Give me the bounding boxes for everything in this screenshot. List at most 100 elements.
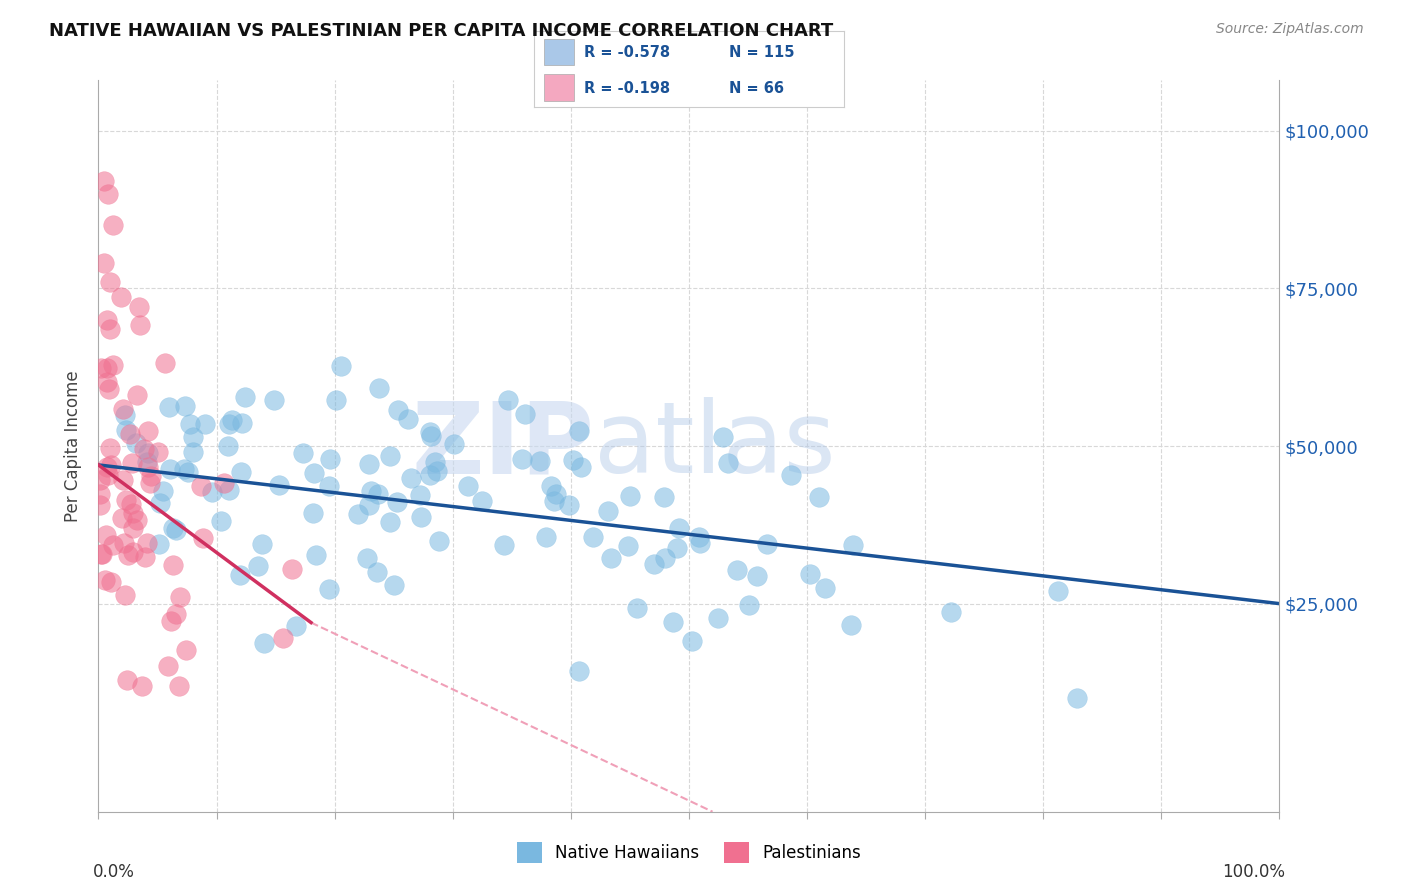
Point (367, 381, 389, 395)
Point (91, 547, 114, 561)
Point (250, 537, 273, 551)
Point (661, 615, 683, 630)
Point (165, 607, 187, 621)
Point (558, 499, 581, 513)
Point (366, 565, 388, 579)
Point (534, 530, 557, 544)
Point (707, 611, 730, 625)
Point (492, 538, 515, 552)
Point (619, 489, 641, 503)
Point (100, 575, 122, 590)
Point (190, 479, 212, 493)
Point (181, 430, 204, 444)
Point (654, 551, 676, 566)
Point (159, 462, 181, 476)
Point (546, 486, 568, 500)
Point (305, 548, 328, 562)
Point (426, 464, 449, 478)
Point (214, 475, 236, 490)
Point (652, 490, 675, 504)
Point (419, 467, 441, 482)
Point (173, 462, 195, 476)
Point (347, 507, 370, 521)
Point (125, 436, 148, 450)
Point (626, 600, 648, 615)
Point (725, 563, 748, 577)
Point (496, 393, 519, 408)
Point (121, 456, 143, 470)
Point (401, 471, 423, 485)
Point (191, 531, 214, 545)
Point (218, 417, 240, 431)
Point (117, 548, 139, 562)
Point (165, 523, 187, 537)
Point (713, 430, 735, 444)
Point (114, 423, 136, 437)
Point (125, 388, 148, 402)
Point (111, 510, 134, 524)
Point (162, 558, 184, 573)
Point (419, 429, 441, 443)
Point (218, 483, 240, 497)
Point (292, 446, 315, 460)
Point (246, 558, 269, 573)
Point (112, 473, 135, 487)
Point (112, 536, 135, 550)
Point (387, 495, 409, 509)
Point (162, 521, 184, 535)
Point (387, 403, 409, 417)
Point (90, 360, 112, 375)
Point (93, 174, 115, 188)
Point (101, 538, 124, 552)
Point (318, 582, 340, 596)
Point (273, 631, 295, 645)
Y-axis label: Per Capita Income: Per Capita Income (65, 370, 83, 522)
Point (427, 534, 450, 549)
Point (110, 290, 132, 304)
Point (221, 413, 243, 427)
Point (122, 506, 145, 520)
Point (177, 465, 200, 479)
Point (209, 514, 232, 528)
Point (329, 359, 352, 373)
Point (228, 567, 250, 582)
Point (115, 673, 138, 687)
Point (131, 679, 153, 693)
Point (181, 445, 204, 459)
Point (134, 549, 156, 564)
Text: N = 66: N = 66 (730, 80, 785, 95)
Point (96, 375, 118, 389)
Point (281, 562, 304, 576)
Point (89, 498, 111, 512)
Text: R = -0.198: R = -0.198 (583, 80, 669, 95)
Point (357, 458, 380, 472)
Point (738, 598, 761, 612)
Point (93, 256, 115, 270)
Point (382, 578, 405, 592)
Point (100, 458, 122, 472)
Point (356, 551, 378, 566)
Point (138, 459, 160, 474)
Point (97, 467, 120, 482)
Point (128, 300, 150, 314)
Point (409, 510, 432, 524)
Text: NATIVE HAWAIIAN VS PALESTINIAN PER CAPITA INCOME CORRELATION CHART: NATIVE HAWAIIAN VS PALESTINIAN PER CAPIT… (49, 22, 834, 40)
Point (529, 454, 551, 468)
Point (568, 424, 591, 438)
Text: N = 115: N = 115 (730, 45, 794, 60)
Point (96, 459, 118, 474)
Point (153, 356, 176, 370)
Point (616, 539, 638, 553)
Point (568, 664, 591, 678)
Point (96, 313, 118, 327)
Point (179, 417, 201, 432)
Point (139, 476, 162, 491)
Point (173, 399, 195, 413)
Point (457, 479, 479, 493)
Point (101, 219, 124, 233)
Point (96, 527, 118, 541)
Point (582, 530, 605, 544)
Point (325, 393, 347, 408)
Point (561, 453, 583, 467)
Point (114, 408, 136, 422)
